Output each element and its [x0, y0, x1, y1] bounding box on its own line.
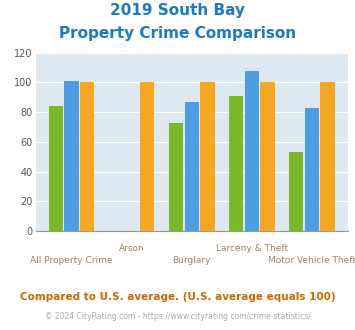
Bar — [200, 82, 214, 231]
Bar — [229, 96, 243, 231]
Text: Compared to U.S. average. (U.S. average equals 100): Compared to U.S. average. (U.S. average … — [20, 292, 335, 302]
Text: © 2024 CityRating.com - https://www.cityrating.com/crime-statistics/: © 2024 CityRating.com - https://www.city… — [45, 312, 310, 321]
Bar — [140, 82, 154, 231]
Bar — [305, 108, 319, 231]
Bar — [185, 102, 199, 231]
Bar — [245, 71, 259, 231]
Bar — [80, 82, 94, 231]
Bar — [289, 152, 304, 231]
Bar — [49, 106, 63, 231]
Bar — [169, 122, 183, 231]
Text: Property Crime Comparison: Property Crime Comparison — [59, 26, 296, 41]
Text: Burglary: Burglary — [173, 256, 211, 265]
Text: Larceny & Theft: Larceny & Theft — [216, 244, 288, 253]
Text: Motor Vehicle Theft: Motor Vehicle Theft — [268, 256, 355, 265]
Bar — [260, 82, 274, 231]
Text: All Property Crime: All Property Crime — [30, 256, 113, 265]
Bar — [64, 81, 79, 231]
Bar — [320, 82, 335, 231]
Text: 2019 South Bay: 2019 South Bay — [110, 3, 245, 18]
Text: Arson: Arson — [119, 244, 144, 253]
